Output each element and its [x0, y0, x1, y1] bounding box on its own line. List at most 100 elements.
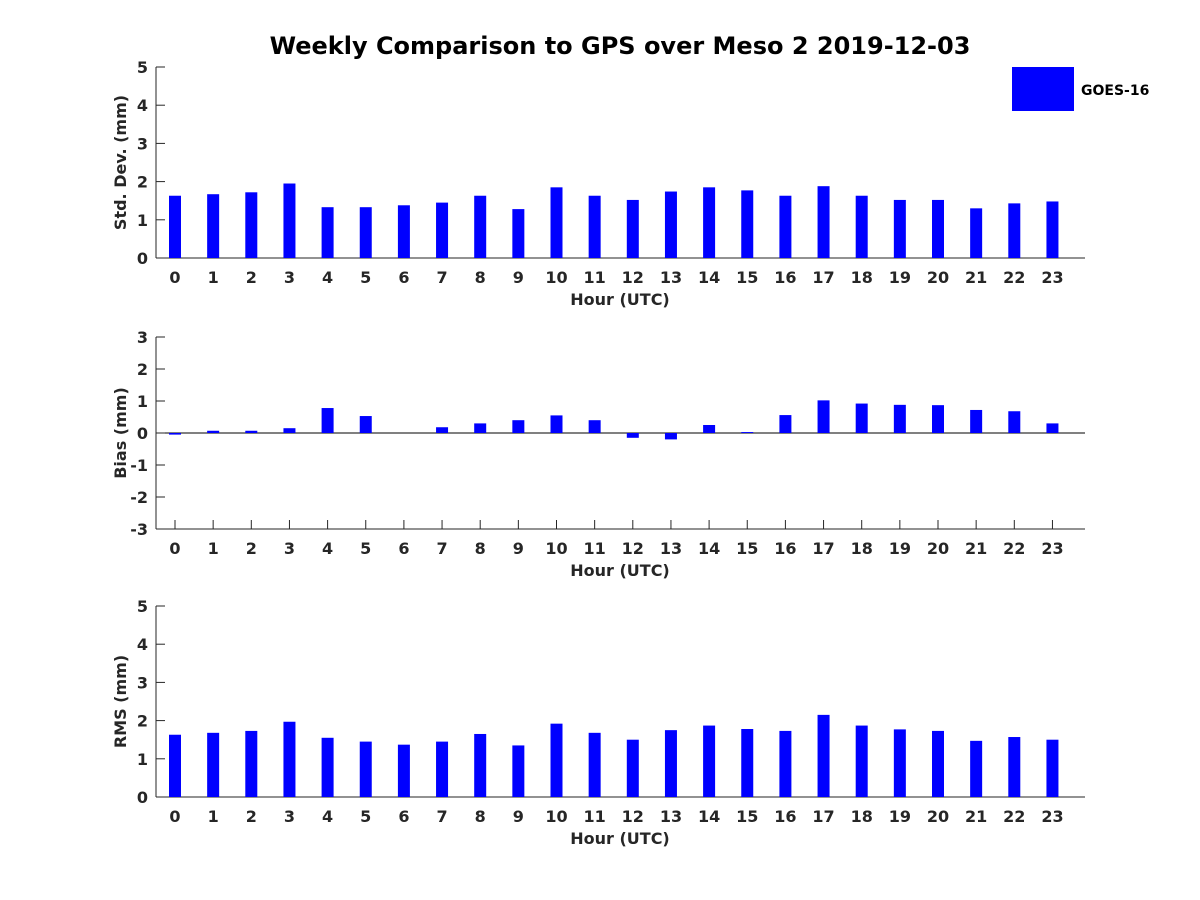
x-tick-label: 11	[584, 807, 606, 826]
x-tick-label: 10	[545, 268, 567, 287]
x-tick-label: 19	[889, 807, 911, 826]
bar-hour-3	[283, 183, 296, 258]
bar-hour-21	[970, 208, 983, 258]
bar-hour-10	[550, 187, 563, 258]
x-tick-label: 2	[246, 539, 257, 558]
x-tick-label: 3	[284, 539, 295, 558]
x-tick-label: 20	[927, 807, 949, 826]
x-tick-label: 6	[398, 539, 409, 558]
bar-hour-3	[283, 721, 296, 797]
y-axis-label: Std. Dev. (mm)	[111, 95, 130, 230]
bar-hour-5	[359, 416, 372, 433]
x-tick-label: 13	[660, 807, 682, 826]
x-tick-label: 5	[360, 268, 371, 287]
x-tick-label: 17	[812, 268, 834, 287]
bar-hour-22	[1008, 411, 1021, 433]
bar-hour-19	[893, 729, 906, 797]
y-tick-label: -3	[130, 520, 148, 539]
y-tick-label: 0	[137, 424, 148, 443]
bar-hour-0	[169, 433, 181, 435]
bar-hour-21	[970, 740, 983, 797]
bar-hour-20	[932, 730, 944, 797]
x-tick-label: 8	[475, 539, 486, 558]
bar-hour-11	[588, 732, 601, 797]
bar-hour-3	[283, 428, 296, 433]
x-tick-label: 0	[169, 268, 180, 287]
legend: GOES-16	[1012, 67, 1149, 111]
x-tick-label: 11	[584, 268, 606, 287]
x-tick-label: 5	[360, 807, 371, 826]
x-tick-label: 16	[774, 268, 796, 287]
x-tick-label: 0	[169, 539, 180, 558]
bar-hour-11	[588, 195, 601, 258]
bar-hour-4	[321, 408, 334, 433]
y-tick-label: 3	[137, 134, 148, 153]
bar-hour-2	[245, 730, 258, 797]
bar-hour-8	[474, 195, 487, 258]
bar-hour-1	[207, 732, 220, 797]
x-tick-label: 14	[698, 807, 720, 826]
x-tick-label: 16	[774, 807, 796, 826]
x-tick-label: 18	[851, 539, 873, 558]
y-tick-label: 1	[137, 392, 148, 411]
x-tick-label: 23	[1041, 807, 1063, 826]
bar-hour-14	[703, 425, 716, 433]
y-tick-label: 2	[137, 173, 148, 192]
x-tick-label: 15	[736, 539, 758, 558]
x-tick-label: 9	[513, 539, 524, 558]
bar-hour-4	[321, 207, 334, 258]
y-tick-label: 1	[137, 211, 148, 230]
bar-hour-13	[664, 191, 677, 258]
bar-hour-12	[626, 739, 639, 797]
x-tick-label: 23	[1041, 539, 1063, 558]
bar-hour-21	[970, 409, 983, 433]
bar-hour-8	[474, 423, 487, 433]
x-tick-label: 2	[246, 807, 257, 826]
x-tick-label: 12	[622, 539, 644, 558]
x-axis-label: Hour (UTC)	[570, 829, 670, 848]
bar-hour-17	[817, 186, 830, 258]
bar-hour-0	[169, 195, 181, 258]
bar-hour-22	[1008, 737, 1021, 797]
bar-hour-19	[893, 199, 906, 258]
x-tick-label: 21	[965, 807, 987, 826]
x-tick-label: 19	[889, 268, 911, 287]
bar-hour-14	[703, 187, 716, 258]
bar-hour-9	[512, 745, 525, 797]
x-tick-label: 10	[545, 539, 567, 558]
bar-hour-5	[359, 207, 372, 258]
bar-hour-23	[1046, 201, 1059, 258]
x-tick-label: 13	[660, 268, 682, 287]
bar-hour-0	[169, 734, 181, 797]
x-tick-label: 6	[398, 807, 409, 826]
bar-hour-19	[893, 404, 906, 433]
bar-hour-2	[245, 192, 258, 258]
bar-hour-12	[626, 433, 639, 438]
x-tick-label: 21	[965, 539, 987, 558]
x-tick-label: 3	[284, 268, 295, 287]
y-tick-label: -1	[130, 456, 148, 475]
x-tick-label: 14	[698, 268, 720, 287]
x-tick-label: 4	[322, 539, 333, 558]
bar-hour-13	[664, 730, 677, 797]
bar-hour-12	[626, 199, 639, 258]
bar-hour-9	[512, 420, 525, 433]
y-axis-label: RMS (mm)	[111, 655, 130, 748]
x-tick-label: 8	[475, 268, 486, 287]
bar-hour-20	[932, 199, 944, 258]
bar-hour-8	[474, 733, 487, 797]
x-axis-label: Hour (UTC)	[570, 561, 670, 580]
x-tick-label: 7	[436, 807, 447, 826]
bar-hour-18	[855, 403, 868, 433]
y-tick-label: 5	[137, 597, 148, 616]
legend-swatch	[1012, 67, 1074, 111]
x-tick-label: 12	[622, 807, 644, 826]
y-tick-label: 3	[137, 673, 148, 692]
x-tick-label: 1	[208, 268, 219, 287]
bar-hour-18	[855, 725, 868, 797]
bar-hour-11	[588, 420, 601, 433]
bar-hour-10	[550, 415, 563, 433]
